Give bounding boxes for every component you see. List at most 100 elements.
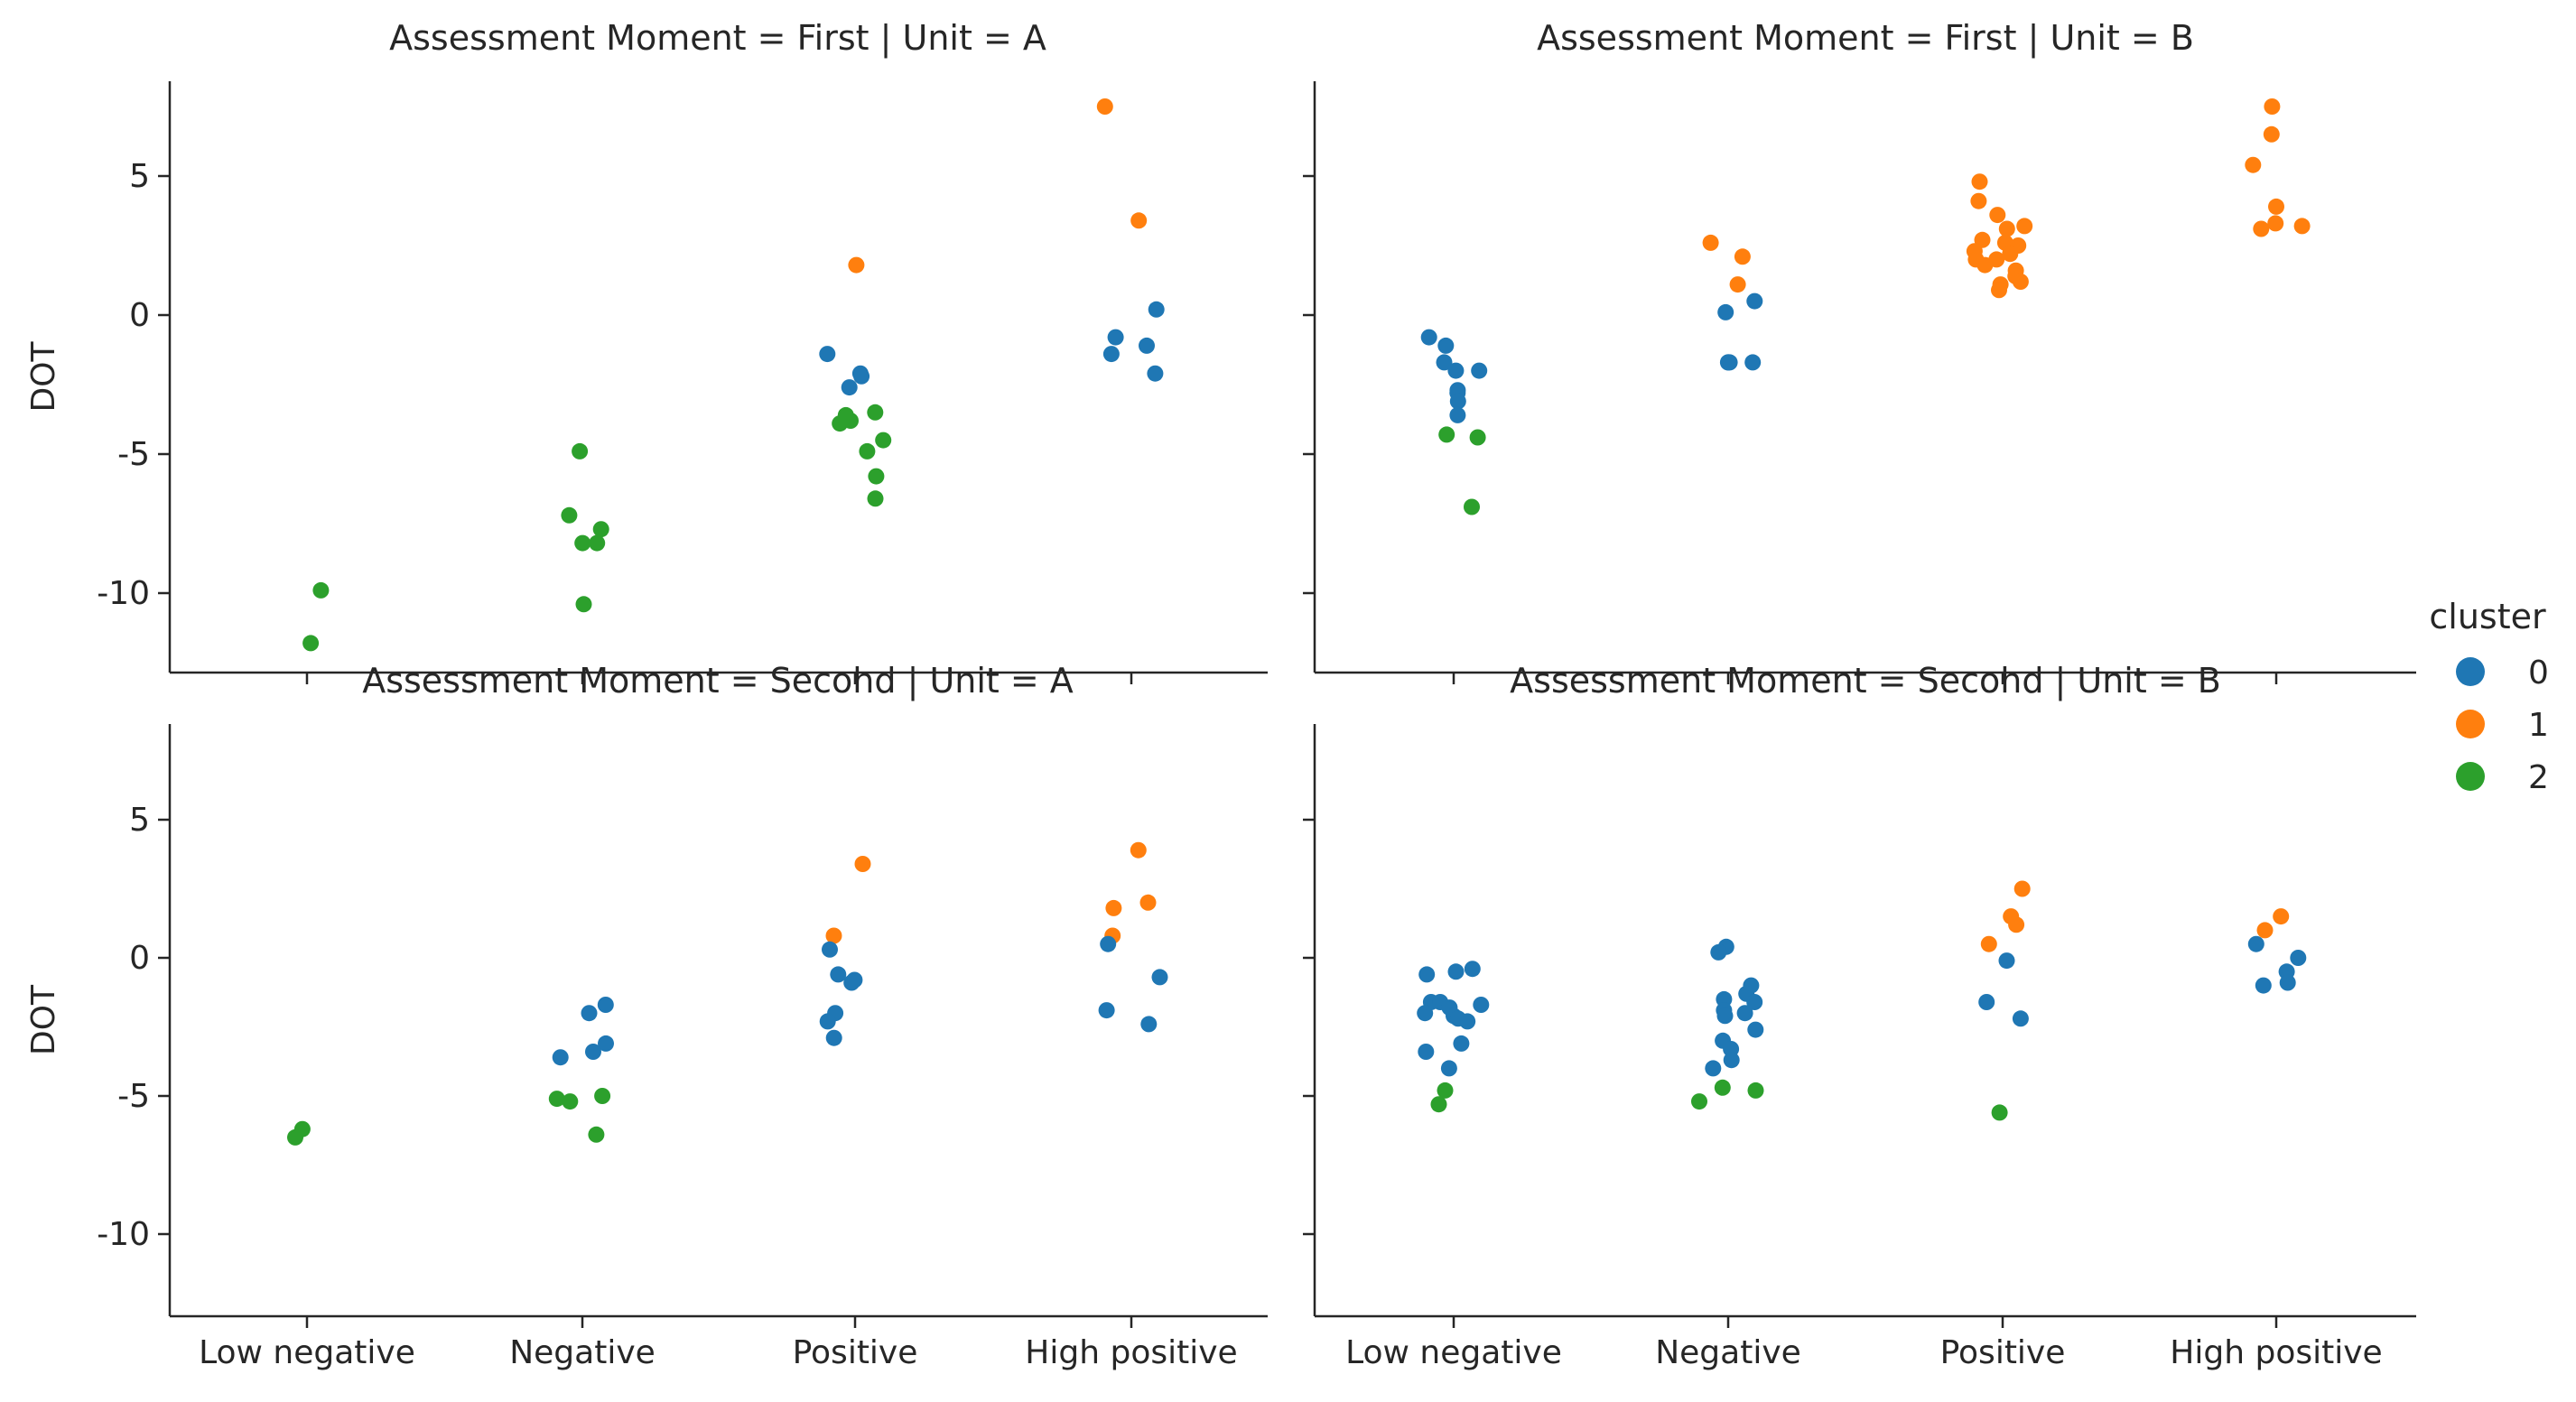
data-point-cluster-1 — [1702, 234, 1719, 251]
legend-title: cluster — [2429, 597, 2546, 636]
data-point-cluster-0 — [1420, 329, 1437, 346]
data-point-cluster-0 — [1473, 997, 1490, 1013]
x-tick-label: Low negative — [199, 1334, 415, 1371]
data-point-cluster-0 — [1453, 1035, 1470, 1052]
y-tick-label: 0 — [129, 940, 150, 977]
y-tick-label: -10 — [97, 1216, 150, 1253]
data-point-cluster-1 — [2293, 218, 2311, 235]
data-point-cluster-0 — [1447, 362, 1465, 379]
data-point-cluster-0 — [1459, 1013, 1476, 1030]
data-point-cluster-0 — [1746, 292, 1763, 310]
data-point-cluster-0 — [819, 346, 836, 363]
data-point-cluster-0 — [1736, 1005, 1753, 1022]
data-point-cluster-0 — [1418, 1044, 1435, 1060]
data-point-cluster-0 — [1100, 935, 1117, 952]
data-point-cluster-2 — [867, 490, 884, 507]
legend-label: 2 — [2528, 759, 2549, 796]
data-point-cluster-2 — [1714, 1079, 1731, 1096]
data-point-cluster-0 — [2255, 977, 2272, 994]
panel-title: Assessment Moment = First | Unit = A — [389, 18, 1046, 59]
data-point-cluster-1 — [2263, 125, 2280, 143]
data-point-cluster-0 — [1148, 301, 1165, 318]
data-point-cluster-2 — [1438, 426, 1455, 443]
data-point-cluster-2 — [592, 521, 609, 538]
data-point-cluster-0 — [1139, 337, 1155, 354]
data-point-cluster-1 — [2268, 198, 2284, 215]
data-point-cluster-1 — [2008, 916, 2025, 933]
data-point-cluster-2 — [1691, 1093, 1707, 1110]
data-point-cluster-0 — [1449, 393, 1466, 410]
panel-title: Assessment Moment = First | Unit = B — [1537, 18, 2194, 59]
data-point-cluster-2 — [561, 506, 578, 524]
data-point-cluster-2 — [312, 581, 330, 599]
data-point-cluster-0 — [1098, 1002, 1115, 1019]
data-point-cluster-1 — [1971, 173, 1988, 190]
data-point-cluster-0 — [1107, 329, 1124, 346]
data-point-cluster-0 — [581, 1005, 598, 1022]
data-point-cluster-2 — [594, 1088, 611, 1104]
data-point-cluster-0 — [2247, 935, 2264, 952]
data-point-cluster-1 — [2002, 246, 2019, 263]
data-point-cluster-0 — [843, 974, 860, 991]
x-tick-label: Negative — [509, 1334, 656, 1371]
data-point-cluster-2 — [1464, 498, 1480, 515]
data-point-cluster-1 — [1130, 212, 1148, 229]
data-point-cluster-2 — [562, 1093, 579, 1110]
data-point-cluster-2 — [875, 432, 892, 449]
data-point-cluster-0 — [2290, 950, 2307, 966]
data-point-cluster-1 — [2267, 215, 2284, 232]
data-point-cluster-0 — [597, 997, 614, 1013]
data-point-cluster-0 — [1998, 952, 2015, 970]
data-point-cluster-0 — [1705, 1060, 1722, 1077]
data-point-cluster-1 — [2245, 156, 2262, 173]
data-point-cluster-1 — [2013, 880, 2031, 897]
data-point-cluster-0 — [1717, 303, 1734, 320]
data-point-cluster-2 — [589, 534, 606, 552]
data-point-cluster-2 — [1747, 1082, 1764, 1099]
data-point-cluster-1 — [1105, 899, 1122, 916]
data-point-cluster-0 — [1437, 337, 1455, 354]
data-point-cluster-2 — [572, 442, 589, 460]
panel-title: Assessment Moment = Secohd | Unit = A — [362, 661, 1074, 701]
data-point-cluster-1 — [2273, 908, 2290, 925]
data-point-cluster-2 — [588, 1126, 605, 1143]
y-tick-label: 0 — [129, 297, 150, 334]
data-point-cluster-0 — [1440, 1060, 1457, 1077]
data-point-cluster-0 — [1464, 961, 1481, 978]
data-point-cluster-1 — [848, 256, 865, 274]
data-point-cluster-1 — [1989, 207, 2006, 224]
data-point-cluster-0 — [2279, 974, 2296, 991]
data-point-cluster-0 — [1710, 943, 1727, 961]
y-tick-label: -5 — [117, 1078, 150, 1115]
data-point-cluster-1 — [1976, 256, 1994, 274]
data-point-cluster-0 — [819, 1013, 836, 1030]
data-point-cluster-0 — [830, 966, 847, 983]
legend-marker-1 — [2456, 710, 2485, 738]
data-point-cluster-2 — [1991, 1104, 2008, 1121]
data-point-cluster-0 — [1417, 1005, 1434, 1022]
legend-label: 1 — [2528, 707, 2549, 744]
data-point-cluster-1 — [1130, 841, 1147, 859]
data-point-cluster-1 — [1970, 192, 1987, 209]
data-point-cluster-1 — [1734, 248, 1751, 265]
data-point-cluster-0 — [1719, 354, 1736, 371]
y-tick-label: -10 — [97, 575, 150, 612]
data-point-cluster-0 — [822, 941, 838, 958]
data-point-cluster-0 — [1746, 994, 1763, 1010]
legend-marker-2 — [2456, 762, 2485, 791]
y-tick-label: 5 — [129, 802, 150, 839]
data-point-cluster-1 — [1729, 276, 1746, 293]
data-point-cluster-0 — [2012, 1010, 2029, 1027]
x-tick-label: Positive — [793, 1334, 918, 1371]
data-point-cluster-2 — [1469, 429, 1486, 446]
data-point-cluster-1 — [2253, 220, 2270, 237]
data-point-cluster-1 — [2256, 922, 2274, 939]
data-point-cluster-0 — [598, 1035, 614, 1052]
data-point-cluster-1 — [2012, 274, 2029, 290]
data-point-cluster-1 — [1096, 98, 1113, 115]
data-point-cluster-1 — [2264, 98, 2281, 115]
data-point-cluster-0 — [1471, 362, 1488, 379]
data-point-cluster-0 — [1140, 1016, 1158, 1033]
data-point-cluster-0 — [1436, 354, 1453, 371]
